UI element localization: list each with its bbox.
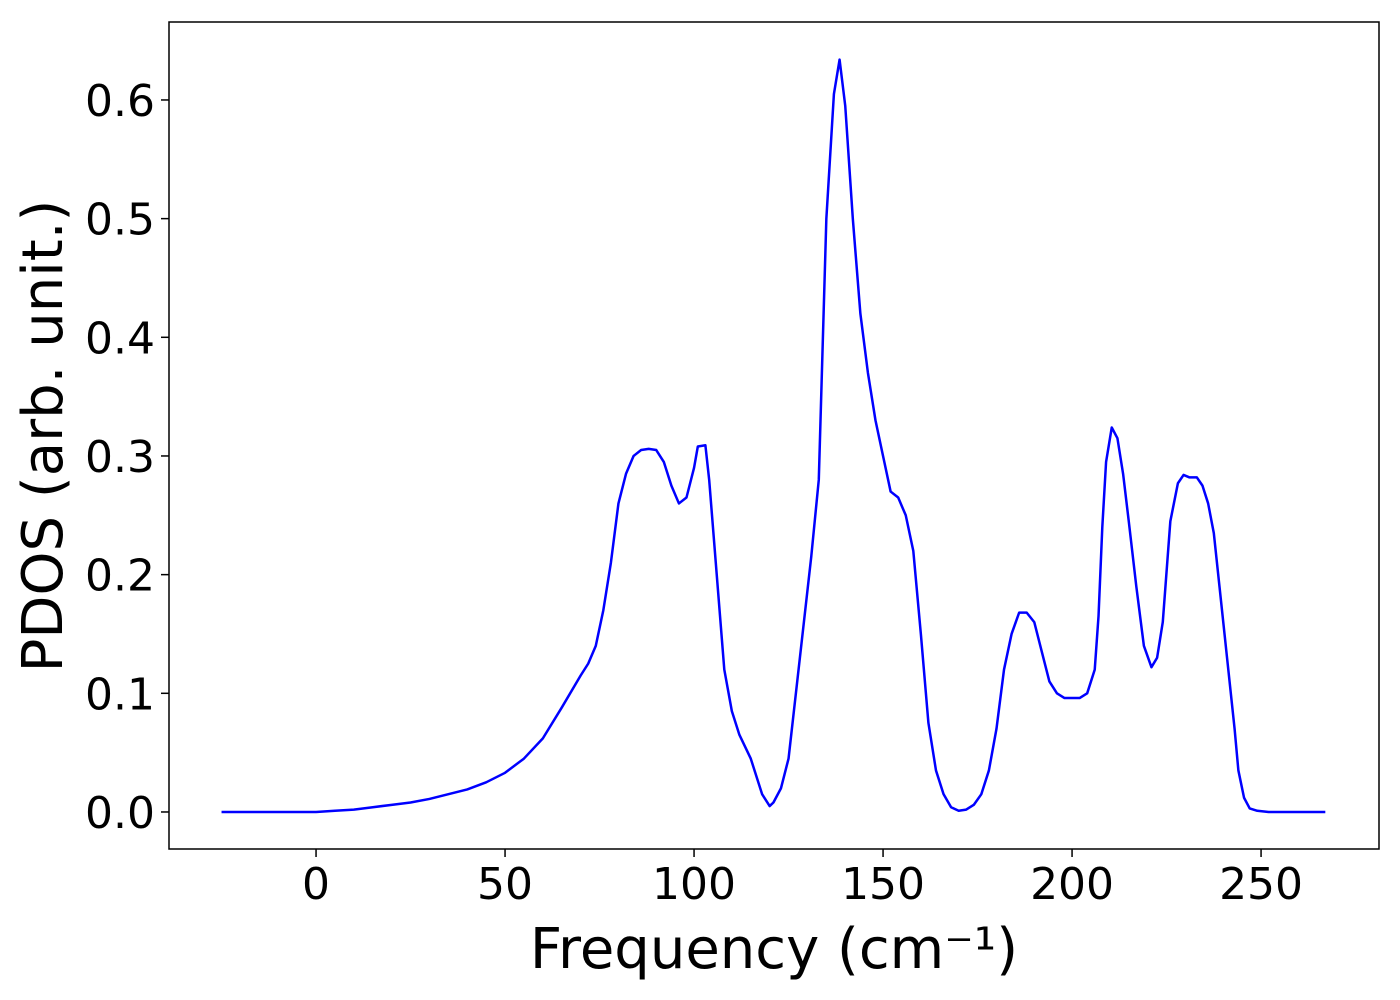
x-tick-label: 100 <box>652 859 736 910</box>
y-tick-label: 0.2 <box>85 551 155 602</box>
y-tick-label: 0.0 <box>85 788 155 839</box>
y-tick-label: 0.3 <box>85 432 155 483</box>
y-axis-label: PDOS (arb. unit.) <box>11 200 76 673</box>
plot-frame <box>168 21 1380 850</box>
x-tick-label: 150 <box>841 859 925 910</box>
line-series <box>221 58 1326 814</box>
x-axis-label: Frequency (cm⁻¹) <box>530 917 1018 982</box>
y-tick-label: 0.5 <box>85 195 155 246</box>
x-tick-label: 50 <box>477 859 533 910</box>
x-tick-label: 200 <box>1030 859 1114 910</box>
x-tick-label: 0 <box>302 859 330 910</box>
y-tick-label: 0.6 <box>85 76 155 127</box>
y-tick-label: 0.1 <box>85 669 155 720</box>
y-tick-label: 0.4 <box>85 313 155 364</box>
x-tick-label: 250 <box>1219 859 1303 910</box>
